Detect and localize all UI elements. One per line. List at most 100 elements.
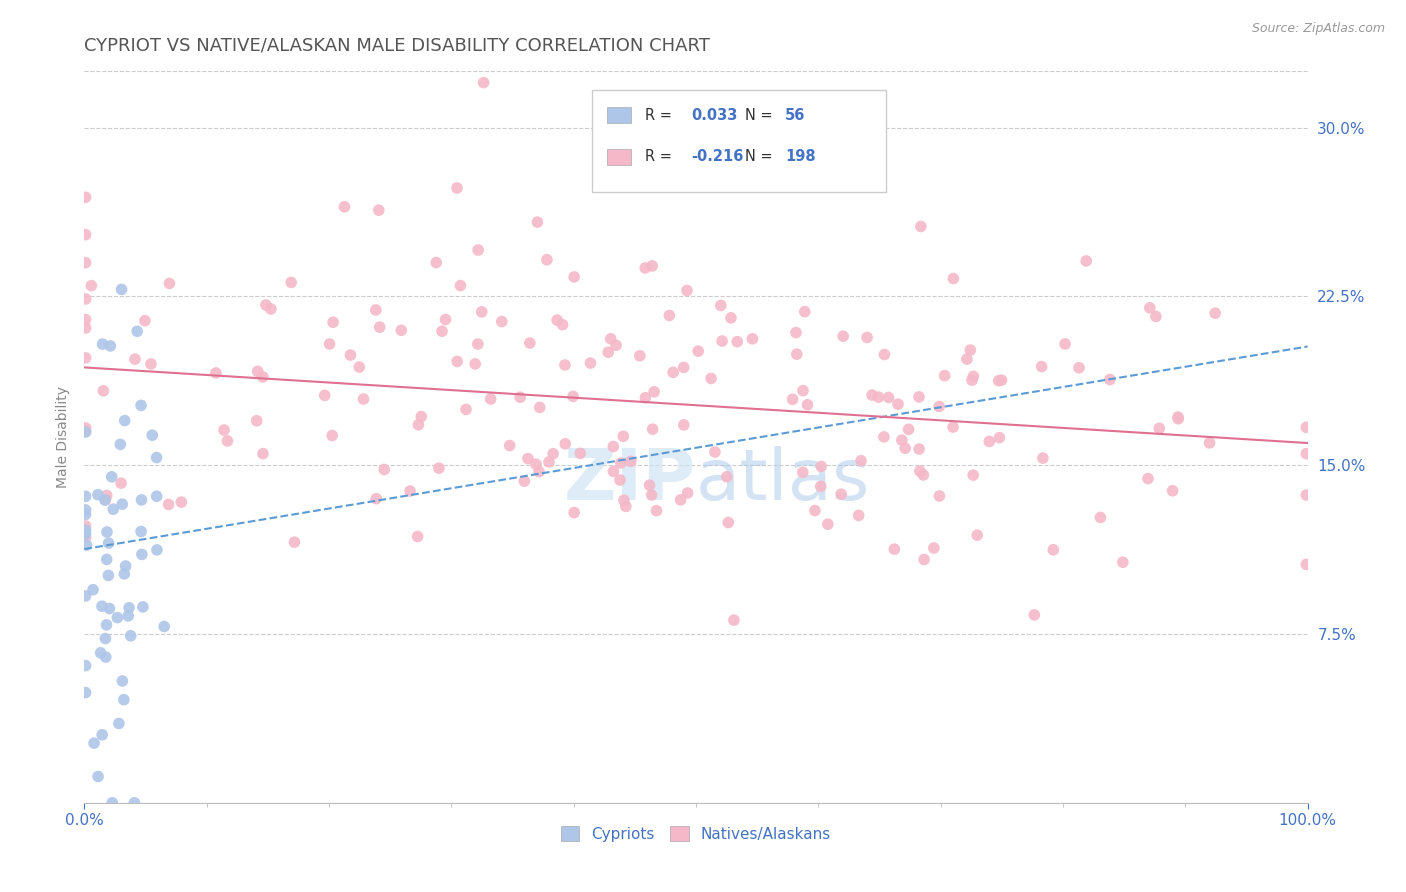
Point xyxy=(94,632,117,646)
Legend: Cypriots, Natives/Alaskans: Cypriots, Natives/Alaskans xyxy=(555,820,837,847)
Point xyxy=(910,219,932,234)
Point xyxy=(446,181,468,195)
Point xyxy=(87,770,110,784)
Point xyxy=(988,431,1011,445)
Point xyxy=(100,339,122,353)
Point xyxy=(605,338,627,352)
Point xyxy=(96,552,118,566)
Point xyxy=(873,347,896,361)
Point xyxy=(252,370,274,384)
Point xyxy=(942,271,965,285)
Point xyxy=(98,601,121,615)
Point xyxy=(322,315,344,329)
Point xyxy=(75,519,97,533)
Point xyxy=(526,215,548,229)
Point xyxy=(75,503,97,517)
Point xyxy=(110,282,132,296)
Text: atlas: atlas xyxy=(696,447,870,516)
Point xyxy=(1144,310,1167,324)
Text: Source: ZipAtlas.com: Source: ZipAtlas.com xyxy=(1251,22,1385,36)
Point xyxy=(873,430,896,444)
Point xyxy=(959,343,981,357)
Point xyxy=(111,497,134,511)
Point xyxy=(987,374,1010,388)
Point xyxy=(887,397,910,411)
Text: 0.033: 0.033 xyxy=(692,108,738,123)
Point xyxy=(76,538,98,552)
Point xyxy=(966,528,988,542)
Point xyxy=(75,292,97,306)
Point xyxy=(562,389,585,403)
Point xyxy=(634,391,657,405)
Point xyxy=(75,255,97,269)
Point xyxy=(990,373,1012,387)
Point xyxy=(408,417,430,432)
Point xyxy=(890,433,912,447)
Point xyxy=(554,358,576,372)
Point xyxy=(91,599,114,614)
Point xyxy=(1137,472,1160,486)
Point xyxy=(96,524,118,539)
Point xyxy=(159,277,181,291)
Point xyxy=(1167,410,1189,425)
Point xyxy=(928,400,950,414)
Point xyxy=(1032,451,1054,466)
Point xyxy=(75,425,97,439)
Point xyxy=(75,190,97,204)
Point xyxy=(446,354,468,368)
Point xyxy=(499,438,522,452)
Point xyxy=(1198,436,1220,450)
Point xyxy=(94,492,117,507)
Point xyxy=(562,269,585,284)
Point xyxy=(75,489,97,503)
Point xyxy=(399,483,422,498)
Y-axis label: Male Disability: Male Disability xyxy=(56,386,70,488)
Point xyxy=(464,357,486,371)
Point xyxy=(703,445,725,459)
Point xyxy=(877,391,900,405)
Point xyxy=(645,503,668,517)
Point xyxy=(610,456,633,470)
Point xyxy=(602,464,624,478)
Point xyxy=(1139,301,1161,315)
Point xyxy=(75,523,97,537)
Point xyxy=(628,349,651,363)
Point xyxy=(75,527,97,541)
Point xyxy=(75,658,97,673)
Point xyxy=(80,278,103,293)
Point xyxy=(641,259,664,273)
Point xyxy=(849,453,872,467)
Point xyxy=(641,422,664,436)
Point xyxy=(620,454,643,468)
Point xyxy=(131,492,153,507)
Point xyxy=(141,428,163,442)
Point xyxy=(467,243,489,257)
Point xyxy=(785,326,807,340)
Point xyxy=(956,352,979,367)
Point xyxy=(1067,360,1090,375)
Point xyxy=(349,360,371,375)
Point xyxy=(894,442,917,456)
Point xyxy=(454,402,477,417)
Point xyxy=(1167,411,1189,425)
Point xyxy=(124,796,146,810)
Point xyxy=(75,312,97,326)
Point xyxy=(260,301,283,316)
Point xyxy=(792,384,814,398)
Point xyxy=(1295,447,1317,461)
Point xyxy=(810,479,832,493)
Point xyxy=(467,337,489,351)
Point xyxy=(640,488,662,502)
Point xyxy=(353,392,375,406)
Point xyxy=(669,492,692,507)
Point xyxy=(110,476,132,491)
Point xyxy=(153,619,176,633)
Point xyxy=(741,332,763,346)
Point xyxy=(108,716,131,731)
Point xyxy=(111,673,134,688)
Point xyxy=(804,503,827,517)
Point xyxy=(1161,483,1184,498)
Point xyxy=(254,298,277,312)
Point xyxy=(643,384,665,399)
Point xyxy=(1098,372,1121,386)
